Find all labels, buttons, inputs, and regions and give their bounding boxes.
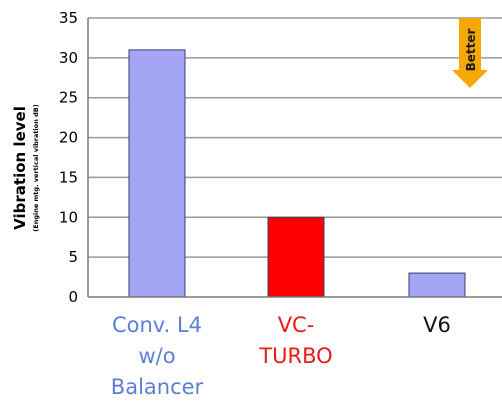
y-tick-label: 20: [59, 129, 78, 147]
bars: [128, 49, 466, 298]
y-tick-label: 35: [59, 9, 78, 27]
y-tick-labels: 0 5 10 15 20 25 30 35: [59, 9, 78, 306]
y-tick-label: 5: [68, 248, 78, 266]
x-tick-label: V6: [423, 313, 451, 337]
better-arrow-icon: Better: [452, 18, 488, 88]
y-axis-sublabel: (Engine mtg. vertical vibration dB): [32, 104, 40, 231]
x-tick-label: Conv. L4 w/o Balancer: [110, 313, 204, 399]
bar-0: [128, 49, 186, 298]
y-tick-label: 15: [59, 168, 78, 186]
y-tick-label: 10: [59, 208, 78, 226]
y-tick-label: 25: [59, 89, 78, 107]
y-tick-label: 0: [68, 288, 78, 306]
y-axis-label: Vibration level: [11, 106, 29, 230]
better-label: Better: [464, 29, 478, 72]
bar-2: [408, 272, 466, 298]
y-tick-label: 30: [59, 49, 78, 67]
bar-1: [267, 216, 325, 298]
x-tick-label: VC- TURBO: [259, 313, 333, 368]
